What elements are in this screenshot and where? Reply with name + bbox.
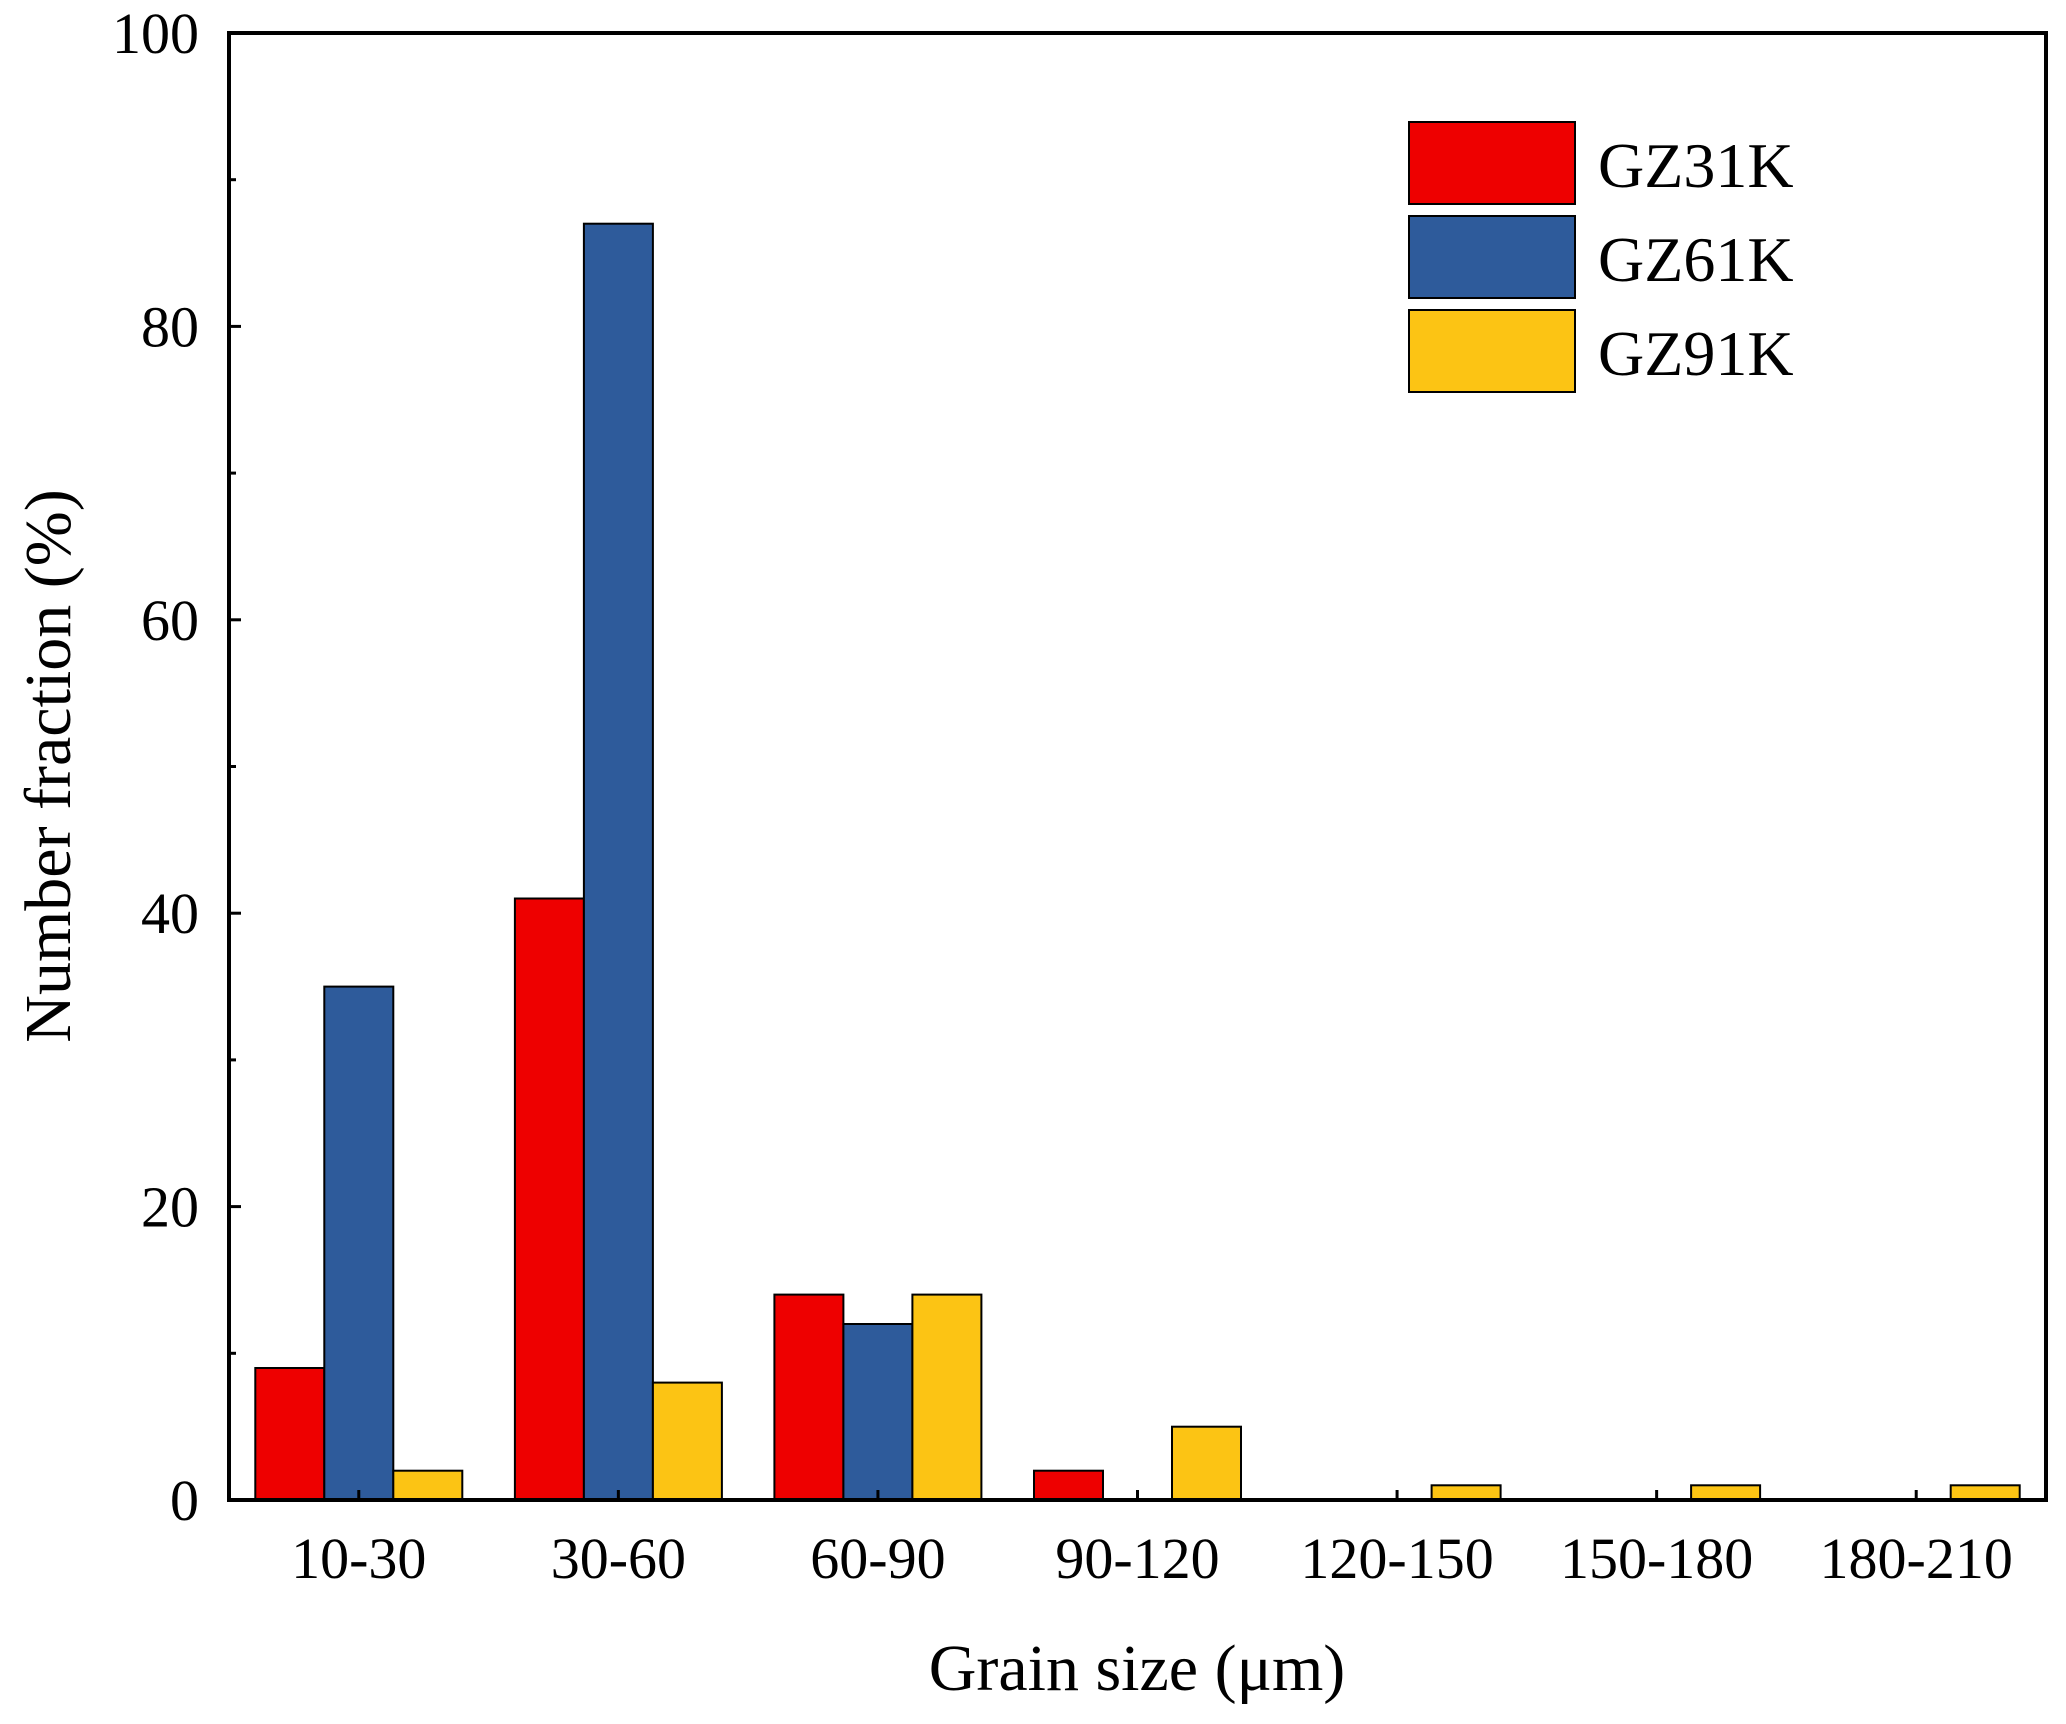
bar-gz91k-10-30 xyxy=(392,1469,464,1501)
bar-gz61k-30-60 xyxy=(582,222,654,1502)
ticks-layer xyxy=(229,31,1918,1502)
x-tick-label: 90-120 xyxy=(1055,1526,1219,1591)
x-tick-label: 30-60 xyxy=(551,1526,686,1591)
legend-label-gz61k: GZ61K xyxy=(1598,224,1794,295)
legend-label-gz91k: GZ91K xyxy=(1598,318,1794,389)
bar-gz91k-150-180 xyxy=(1690,1484,1762,1502)
bar-gz91k-180-210 xyxy=(1949,1484,2021,1502)
bars-layer xyxy=(254,222,2021,1502)
x-tick-label: 120-150 xyxy=(1300,1526,1493,1591)
legend-swatch-gz91k xyxy=(1408,309,1576,393)
legend-swatch-gz31k xyxy=(1408,121,1576,205)
y-tick-label: 60 xyxy=(141,588,199,653)
legend: GZ31K GZ61K GZ91K xyxy=(1408,121,1794,393)
bar-gz31k-30-60 xyxy=(513,897,585,1501)
bar-gz61k-60-90 xyxy=(842,1323,914,1501)
bar-gz61k-10-30 xyxy=(323,985,395,1501)
bar-gz31k-60-90 xyxy=(773,1293,845,1501)
y-tick-label: 100 xyxy=(112,1,199,66)
legend-swatch-gz61k xyxy=(1408,215,1576,299)
x-tick-label: 180-210 xyxy=(1820,1526,2013,1591)
bar-gz91k-120-150 xyxy=(1430,1484,1502,1502)
bar-gz31k-10-30 xyxy=(254,1367,326,1501)
x-tick-label: 60-90 xyxy=(810,1526,945,1591)
y-tick-label: 20 xyxy=(141,1175,199,1240)
legend-label-gz31k: GZ31K xyxy=(1598,130,1794,201)
x-tick-label: 10-30 xyxy=(291,1526,426,1591)
bar-gz91k-90-120 xyxy=(1171,1425,1242,1501)
bar-gz91k-30-60 xyxy=(651,1381,723,1501)
bar-gz31k-90-120 xyxy=(1033,1469,1104,1501)
y-axis-title: Number fraction (%) xyxy=(12,489,85,1042)
tick-labels-layer: 0 20 40 60 80 100 10-30 30-60 60-90 90-120 120-150… xyxy=(112,1,2013,1591)
y-tick-label: 40 xyxy=(141,881,199,946)
y-tick-label: 80 xyxy=(141,294,199,359)
bar-gz91k-60-90 xyxy=(911,1293,983,1501)
y-tick-label: 0 xyxy=(170,1468,199,1533)
x-tick-label: 150-180 xyxy=(1560,1526,1753,1591)
x-axis-title: Grain size (μm) xyxy=(929,1632,1346,1705)
